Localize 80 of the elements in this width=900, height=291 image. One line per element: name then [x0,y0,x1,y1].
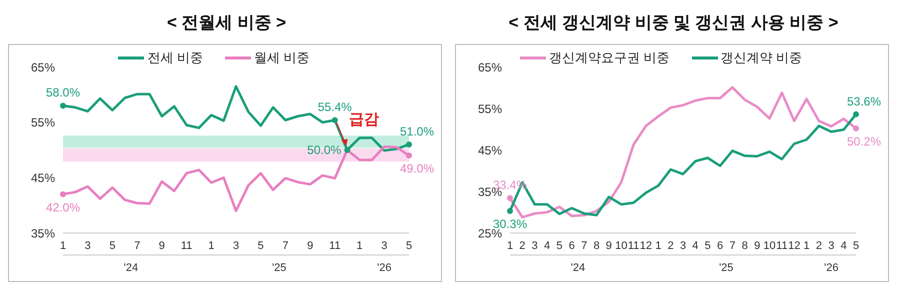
x-tick-label: 9 [307,240,314,252]
x-tick-label: 11 [628,240,640,252]
x-tick-label: 10 [615,240,628,252]
x-tick-label: 3 [828,240,834,252]
y-tick-label: 45% [30,170,56,185]
x-tick-label: 7 [282,240,288,252]
x-tick-label: 9 [606,240,612,252]
legend-label: 갱신계약요구권 비중 [548,49,670,67]
x-tick-label: 5 [406,240,412,252]
x-tick-label: 8 [742,240,748,252]
x-tick-label: 12 [788,240,800,252]
x-tick-label: 9 [158,240,165,252]
x-tick-label: 4 [840,240,847,252]
data-label: 53.6% [846,94,882,108]
point [332,117,338,124]
text: '25 [272,262,286,274]
text: '26 [824,262,838,274]
x-tick-label: 3 [84,240,91,252]
data-label: 42.0% [46,200,80,214]
x-tick-label: 6 [717,240,724,252]
point [406,152,412,159]
chart-title: < 전세 갱신계약 비중 및 갱신권 사용 비중 > [508,12,840,34]
data-label: 50.0% [307,143,342,157]
x-tick-label: 2 [519,240,526,252]
text: '25 [719,262,734,274]
x-tick-label: 11 [776,240,788,252]
x-tick-label: 3 [532,240,538,252]
x-tick-label: 8 [593,240,600,252]
data-label: 58.0% [46,86,80,100]
point [507,208,513,214]
chart-title: < 전월세 비중 > [166,12,288,34]
x-tick-label: 9 [754,240,760,252]
point [853,111,859,118]
x-tick-label: 7 [134,240,140,252]
y-tick-label: 55% [478,102,502,116]
x-tick-label: 7 [729,240,736,252]
point [344,147,350,153]
text: '24 [124,262,138,274]
x-tick-label: 1 [655,240,662,252]
point [60,191,66,198]
x-tick-label: 6 [568,240,575,252]
data-label: 51.0% [400,124,434,138]
x-tick-label: 3 [381,240,388,252]
x-tick-label: 1 [506,240,514,252]
y-tick-label: 45% [478,143,502,158]
x-tick-label: 3 [232,240,240,252]
y-tick-label: 65% [30,60,56,74]
x-tick-label: 1 [356,240,363,252]
y-tick-label: 35% [30,226,56,240]
point [507,195,513,202]
x-tick-label: 5 [852,240,860,252]
x-tick-label: 1 [208,240,214,252]
text: '24 [570,262,586,274]
x-tick-label: 1 [804,240,810,252]
y-tick-label: 55% [30,116,56,130]
x-tick-label: 11 [180,240,192,252]
x-tick-label: 2 [816,240,822,252]
x-tick-label: 7 [581,240,588,252]
y-tick-label: 65% [478,60,502,74]
data-label: 49.0% [400,162,434,176]
x-tick-label: 3 [680,240,686,252]
x-tick-label: 12 [640,240,652,252]
x-tick-label: 4 [692,240,698,252]
legend-label: 갱신계약 비중 [720,49,802,67]
x-tick-label: 5 [704,240,711,252]
x-tick-label: 11 [329,240,341,252]
x-tick-label: 10 [763,240,776,252]
legend-label: 전세 비중 [146,49,203,67]
legend-label: 월세 비중 [253,49,310,67]
data-label: 50.2% [846,134,882,148]
x-tick-label: 1 [60,240,66,252]
point [853,125,859,132]
x-tick-label: 5 [258,240,264,252]
point [406,141,412,148]
point [60,102,66,109]
x-tick-label: 4 [544,240,550,252]
text: '26 [377,262,392,274]
x-tick-label: 2 [668,240,674,252]
x-tick-label: 5 [556,240,562,252]
x-tick-label: 5 [109,240,116,252]
